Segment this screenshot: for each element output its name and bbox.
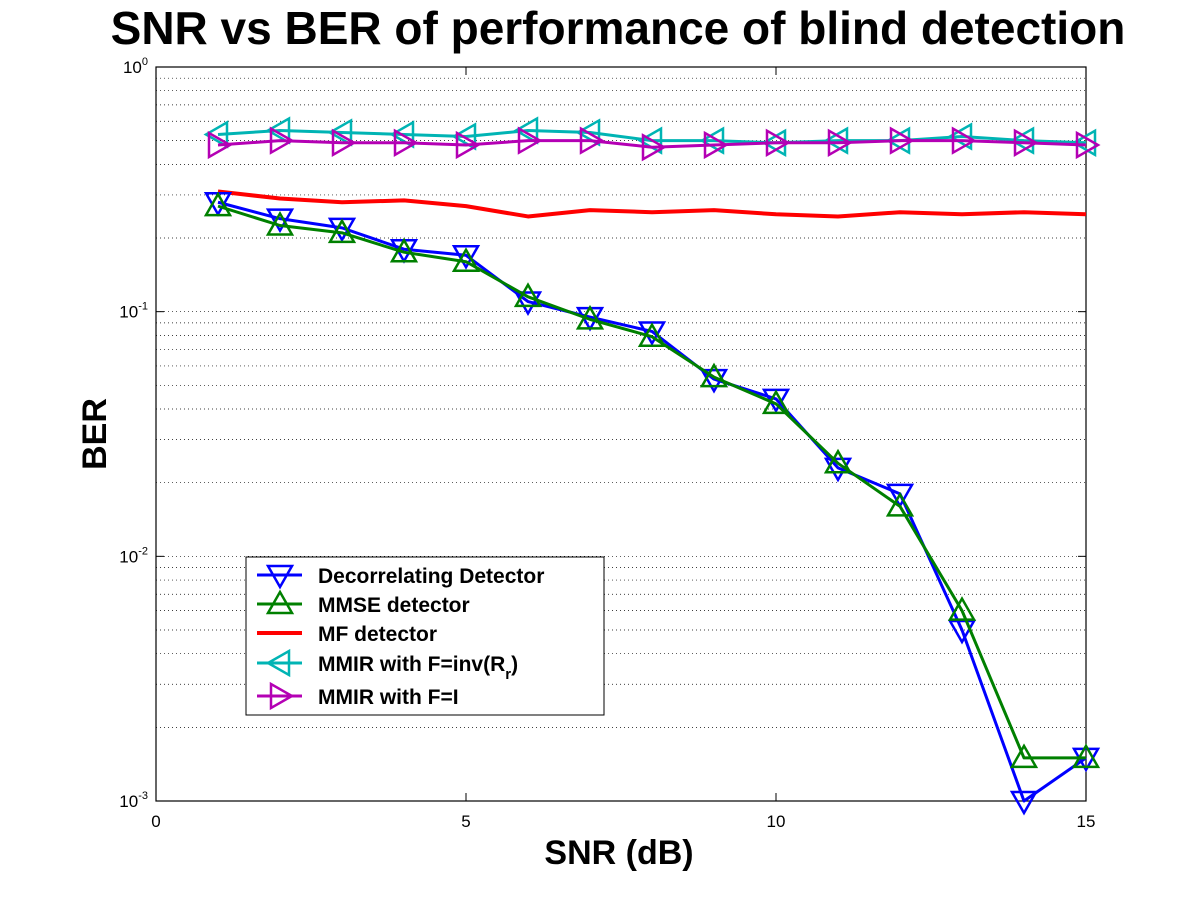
- x-tick-label: 0: [151, 812, 160, 831]
- data-point: [885, 491, 915, 517]
- data-point: [517, 126, 543, 155]
- series-3: [203, 116, 1097, 157]
- legend-label: MMIR with F=I: [318, 686, 459, 709]
- x-tick-label: 5: [461, 812, 470, 831]
- data-point: [451, 247, 481, 272]
- data-point: [393, 128, 419, 157]
- data-point: [1075, 130, 1101, 160]
- data-point: [455, 130, 481, 160]
- series-4: [207, 126, 1101, 162]
- data-point: [389, 237, 419, 263]
- data-point: [513, 282, 543, 308]
- data-point: [451, 245, 481, 270]
- data-point: [265, 208, 295, 234]
- data-point: [579, 126, 605, 155]
- series-line: [217, 139, 1087, 149]
- data-point: [761, 389, 791, 415]
- legend-label: MMSE detector: [318, 594, 470, 617]
- data-point: [207, 130, 233, 160]
- data-point: [331, 128, 357, 157]
- legend-item: MMIR with F=I: [257, 681, 459, 711]
- data-point: [327, 118, 353, 147]
- legend-box: [245, 556, 605, 716]
- chart-title: SNR vs BER of performance of blind detec…: [111, 2, 1126, 54]
- data-point: [327, 218, 357, 244]
- series-group: [203, 116, 1101, 816]
- legend-swatch-marker: [265, 589, 295, 615]
- legend-swatch-marker: [269, 681, 295, 711]
- legend: Decorrelating Detector MMSE detector MF de…: [245, 556, 605, 716]
- legend-label: MF detector: [318, 623, 437, 646]
- x-tick-label: 15: [1077, 812, 1096, 831]
- data-point: [513, 291, 543, 317]
- axis-ticks: 0 5 10 15 100 10-1 10-2 10-3: [119, 56, 1095, 831]
- data-point: [947, 619, 977, 645]
- series-0: [203, 192, 1101, 816]
- y-tick-label: 10-1: [119, 301, 148, 322]
- legend-swatch-marker: [265, 564, 295, 590]
- y-tick-label: 10-2: [119, 545, 148, 566]
- series-line: [217, 200, 1087, 803]
- legend-item: Decorrelating Detector: [257, 564, 544, 590]
- series-1: [203, 191, 1101, 769]
- data-point: [269, 126, 295, 155]
- data-point: [1009, 743, 1039, 769]
- data-point: [1013, 128, 1039, 157]
- data-point: [203, 191, 233, 217]
- x-axis-label: SNR (dB): [544, 834, 693, 872]
- data-point: [451, 122, 477, 151]
- data-point: [951, 126, 977, 155]
- data-point: [513, 116, 539, 145]
- series-line: [217, 204, 1086, 760]
- data-point: [641, 133, 667, 162]
- legend-swatch-marker: [265, 648, 291, 678]
- data-point: [637, 322, 667, 347]
- data-point: [1009, 790, 1039, 816]
- y-axis-label: BER: [76, 398, 114, 470]
- legend-item: MMSE detector: [257, 589, 470, 617]
- legend-item: MF detector: [257, 623, 437, 646]
- data-point: [575, 304, 605, 330]
- plot-frame: [155, 66, 1087, 802]
- data-point: [699, 126, 725, 155]
- data-point: [885, 483, 915, 509]
- data-point: [265, 116, 291, 145]
- data-point: [947, 122, 973, 151]
- series-line: [217, 189, 1087, 219]
- series-2: [217, 189, 1087, 219]
- data-point: [889, 126, 915, 155]
- data-point: [765, 128, 791, 157]
- y-tick-label: 10-3: [119, 790, 148, 811]
- data-point: [823, 457, 853, 483]
- data-point: [203, 120, 229, 149]
- data-point: [827, 128, 853, 157]
- data-point: [699, 362, 729, 388]
- data-point: [1071, 743, 1101, 769]
- y-tick-label: 100: [123, 56, 148, 77]
- data-point: [947, 596, 977, 621]
- x-tick-label: 10: [767, 812, 786, 831]
- data-point: [265, 210, 295, 236]
- legend-label: MMIR with F=inv(Rr): [318, 653, 518, 683]
- data-point: [703, 130, 729, 160]
- data-point: [823, 448, 853, 474]
- legend-label: Decorrelating Detector: [318, 565, 544, 588]
- data-point: [389, 120, 415, 149]
- legend-item: MMIR with F=inv(Rr): [257, 648, 518, 683]
- data-point: [575, 118, 601, 147]
